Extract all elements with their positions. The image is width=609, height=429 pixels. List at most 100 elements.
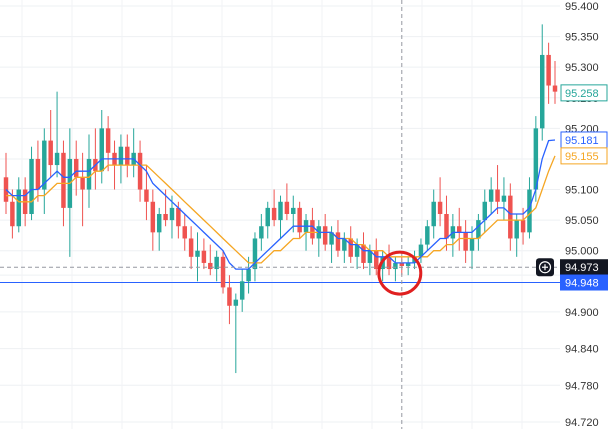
- candle-body: [54, 152, 60, 166]
- crosshair: [0, 0, 560, 429]
- candle-body: [469, 238, 475, 251]
- candle-body: [163, 214, 168, 221]
- candle-body: [476, 220, 481, 239]
- candles: [3, 24, 558, 374]
- candle-body: [195, 250, 200, 257]
- candle-body: [214, 256, 219, 270]
- candle-body: [208, 262, 213, 270]
- svg-text:94.973: 94.973: [565, 262, 599, 274]
- candle-body: [80, 177, 85, 190]
- candle-body: [539, 54, 545, 129]
- candle-body: [118, 146, 124, 166]
- ma-fast-line: [5, 139, 556, 270]
- svg-text:95.155: 95.155: [565, 151, 599, 163]
- candle-body: [399, 262, 405, 266]
- candle-body: [508, 195, 513, 239]
- candle-body: [367, 250, 373, 263]
- candle-body: [501, 195, 507, 202]
- candle-body: [546, 54, 551, 86]
- candle-body: [386, 256, 392, 270]
- candle-body: [29, 158, 34, 214]
- candle-body: [457, 226, 462, 233]
- y-tick-label: 95.100: [565, 185, 599, 197]
- candle-body: [137, 152, 143, 190]
- candle-body: [265, 207, 270, 227]
- ma-slow-line: [6, 155, 556, 264]
- candle-body: [482, 201, 488, 221]
- candle-body: [48, 140, 53, 166]
- highlight-circle: [377, 250, 423, 296]
- price-badges: 95.258 95.181 95.155 94.973 94.948: [560, 84, 608, 291]
- candle-body: [35, 158, 41, 190]
- candle-body: [86, 158, 92, 190]
- candle-body: [444, 214, 449, 239]
- candle-body: [393, 262, 398, 270]
- price-badge: 94.973: [560, 259, 608, 276]
- candle-body: [437, 201, 443, 214]
- candle-body: [374, 250, 379, 270]
- candle-body: [310, 220, 315, 239]
- price-badge: 95.181: [560, 131, 608, 149]
- candle-body: [125, 146, 130, 166]
- candle-body: [239, 281, 245, 300]
- candle-body: [431, 201, 436, 227]
- candle-body: [42, 140, 47, 190]
- candle-body: [354, 244, 360, 257]
- add-alert-button[interactable]: [536, 258, 554, 277]
- y-tick-label: 95.050: [565, 215, 599, 227]
- candle-body: [533, 128, 539, 190]
- candle-body: [169, 207, 175, 221]
- price-axis: 95.40095.35095.30095.25095.20095.15095.1…: [565, 1, 599, 429]
- candle-body: [463, 232, 468, 251]
- candle-body: [488, 189, 494, 202]
- candle-body: [271, 207, 277, 221]
- candle-body: [527, 189, 532, 233]
- candle-body: [335, 232, 341, 251]
- price-badge: 94.948: [560, 274, 608, 291]
- candle-body: [252, 238, 258, 270]
- candle-body: [342, 238, 347, 251]
- candle-body: [233, 299, 239, 306]
- candle-body: [259, 226, 264, 239]
- candle-body: [61, 152, 66, 208]
- candle-body: [425, 226, 430, 245]
- candle-body: [520, 220, 526, 233]
- candle-body: [348, 238, 353, 257]
- y-tick-label: 95.300: [565, 62, 599, 74]
- candle-body: [418, 244, 424, 257]
- svg-text:95.258: 95.258: [565, 88, 599, 100]
- y-tick-label: 95.400: [565, 1, 599, 13]
- moving-averages: [5, 139, 556, 270]
- y-tick-label: 94.720: [565, 417, 599, 429]
- y-tick-label: 94.900: [565, 307, 599, 319]
- candle-body: [220, 256, 226, 288]
- y-tick-label: 95.350: [565, 32, 599, 44]
- price-badge: 95.258: [560, 84, 608, 102]
- svg-text:94.948: 94.948: [565, 278, 599, 290]
- candle-body: [201, 250, 207, 263]
- y-tick-label: 95.000: [565, 246, 599, 258]
- candle-body: [99, 128, 104, 172]
- candle-body: [297, 207, 302, 233]
- y-tick-label: 94.840: [565, 344, 599, 356]
- candle-body: [156, 214, 162, 233]
- candle-body: [246, 269, 251, 282]
- candle-body: [291, 207, 296, 214]
- annotation-circle: [377, 250, 423, 296]
- candle-body: [284, 201, 290, 214]
- candle-body: [405, 262, 411, 266]
- candle-body: [361, 244, 366, 263]
- y-tick-label: 94.780: [565, 380, 599, 392]
- price-badge: 95.155: [560, 147, 608, 165]
- candle-body: [182, 226, 187, 239]
- candle-body: [329, 232, 334, 245]
- candle-body: [16, 189, 22, 227]
- candle-body: [144, 189, 149, 202]
- candle-body: [552, 85, 558, 92]
- candle-body: [278, 201, 283, 221]
- candle-body: [322, 226, 328, 245]
- candle-body: [176, 207, 181, 227]
- candle-body: [10, 201, 15, 227]
- svg-text:95.181: 95.181: [565, 135, 599, 147]
